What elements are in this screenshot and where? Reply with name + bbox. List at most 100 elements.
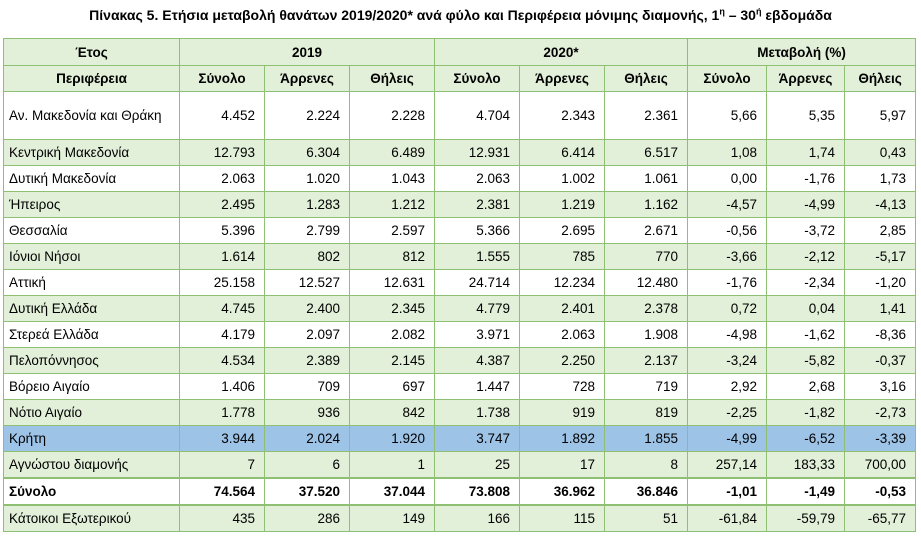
value-cell: 697 <box>348 373 436 400</box>
region-name: Αν. Μακεδονία και Θράκη <box>3 91 180 140</box>
table-row: Νότιο Αιγαίο 1.778 936 842 1.738 919 819 -2,25-… <box>3 399 917 426</box>
value-cell: 2.224 <box>264 91 350 140</box>
value-cell: 2.597 <box>348 217 436 244</box>
value-cell: 8 <box>604 451 689 479</box>
value-cell: -3,72 <box>766 217 846 244</box>
value-cell: -4,57 <box>687 191 768 218</box>
value-cell: 12.931 <box>434 139 521 166</box>
table-row: Ιόνιοι Νήσοι 1.614 802 812 1.555 785 770 -3,66-… <box>3 243 917 270</box>
value-cell: 802 <box>264 243 350 270</box>
value-cell: 4.779 <box>434 295 521 322</box>
value-cell: 1,74 <box>766 139 846 166</box>
value-cell: 1.614 <box>179 243 265 270</box>
value-cell: 25.158 <box>179 269 265 296</box>
value-cell: -4,98 <box>687 321 768 348</box>
value-cell: -4,99 <box>687 425 768 452</box>
value-cell: 286 <box>264 504 350 532</box>
value-cell: 1.778 <box>179 399 265 426</box>
value-cell: 2,92 <box>687 373 768 400</box>
value-cell: -0,56 <box>687 217 768 244</box>
value-cell: 2.024 <box>264 425 350 452</box>
value-cell: 719 <box>604 373 689 400</box>
region-name: Κάτοικοι Εξωτερικού <box>3 504 180 532</box>
value-cell: 812 <box>348 243 436 270</box>
value-cell: -2,25 <box>687 399 768 426</box>
value-cell: 0,00 <box>687 165 768 192</box>
table-row: Σύνολο 74.564 37.520 37.044 73.808 36.962 36.8… <box>3 477 917 506</box>
value-cell: 1.892 <box>519 425 606 452</box>
value-cell: 2.361 <box>604 91 689 140</box>
value-cell: 1,73 <box>844 165 917 192</box>
value-cell: 2.378 <box>604 295 689 322</box>
value-cell: -1,20 <box>844 269 917 296</box>
value-cell: 2.145 <box>348 347 436 374</box>
value-cell: 3,16 <box>844 373 917 400</box>
value-cell: 12.631 <box>348 269 436 296</box>
value-cell: 5,35 <box>766 91 846 140</box>
value-cell: 709 <box>264 373 350 400</box>
value-cell: 842 <box>348 399 436 426</box>
region-name: Δυτική Ελλάδα <box>3 295 180 322</box>
group-header-2020: 2020* <box>434 38 689 66</box>
value-cell: 2.389 <box>264 347 350 374</box>
value-cell: 2.082 <box>348 321 436 348</box>
value-cell: -0,53 <box>844 477 917 506</box>
region-name: Στερεά Ελλάδα <box>3 321 180 348</box>
table-row: Θεσσαλία 5.396 2.799 2.597 5.366 2.695 2.671 -0… <box>3 217 917 244</box>
value-cell: -0,37 <box>844 347 917 374</box>
column-header: Σύνολο <box>434 65 521 92</box>
region-name: Κρήτη <box>3 425 180 452</box>
value-cell: 1,41 <box>844 295 917 322</box>
value-cell: 74.564 <box>179 477 265 506</box>
value-cell: -1,49 <box>766 477 846 506</box>
column-header: Άρρενες <box>264 65 350 92</box>
value-cell: 2.400 <box>264 295 350 322</box>
value-cell: 2.345 <box>348 295 436 322</box>
value-cell: 2.799 <box>264 217 350 244</box>
value-cell: -1,82 <box>766 399 846 426</box>
value-cell: 17 <box>519 451 606 479</box>
value-cell: 166 <box>434 504 521 532</box>
value-cell: 149 <box>348 504 436 532</box>
value-cell: 2,85 <box>844 217 917 244</box>
column-header: Θήλεις <box>604 65 689 92</box>
value-cell: 3.971 <box>434 321 521 348</box>
region-name: Κεντρική Μακεδονία <box>3 139 180 166</box>
value-cell: 6.489 <box>348 139 436 166</box>
value-cell: 6.414 <box>519 139 606 166</box>
region-name: Ήπειρος <box>3 191 180 218</box>
value-cell: -5,17 <box>844 243 917 270</box>
value-cell: 936 <box>264 399 350 426</box>
value-cell: -61,84 <box>687 504 768 532</box>
value-cell: -8,36 <box>844 321 917 348</box>
value-cell: 2.097 <box>264 321 350 348</box>
column-header: Θήλεις <box>348 65 436 92</box>
value-cell: 1.043 <box>348 165 436 192</box>
value-cell: 37.044 <box>348 477 436 506</box>
table-row: Κεντρική Μακεδονία 12.793 6.304 6.489 12.931… <box>3 139 917 166</box>
value-cell: -6,52 <box>766 425 846 452</box>
value-cell: -59,79 <box>766 504 846 532</box>
value-cell: -1,62 <box>766 321 846 348</box>
year-header: Έτος <box>3 38 180 66</box>
value-cell: 1.908 <box>604 321 689 348</box>
value-cell: 1.212 <box>348 191 436 218</box>
value-cell: 435 <box>179 504 265 532</box>
value-cell: 1,08 <box>687 139 768 166</box>
value-cell: 2.228 <box>348 91 436 140</box>
value-cell: 115 <box>519 504 606 532</box>
value-cell: -1,76 <box>766 165 846 192</box>
value-cell: 700,00 <box>844 451 917 479</box>
value-cell: -2,34 <box>766 269 846 296</box>
table-row: Βόρειο Αιγαίο 1.406 709 697 1.447 728 719 2,92 2… <box>3 373 917 400</box>
value-cell: 3.944 <box>179 425 265 452</box>
value-cell: 1.283 <box>264 191 350 218</box>
region-name: Αττική <box>3 269 180 296</box>
table-caption: Πίνακας 5. Ετήσια μεταβολή θανάτων 2019/… <box>89 6 832 23</box>
value-cell: 12.527 <box>264 269 350 296</box>
value-cell: 1.447 <box>434 373 521 400</box>
value-cell: 257,14 <box>687 451 768 479</box>
region-name: Αγνώστου διαμονής <box>3 451 180 479</box>
value-cell: -3,24 <box>687 347 768 374</box>
value-cell: 37.520 <box>264 477 350 506</box>
